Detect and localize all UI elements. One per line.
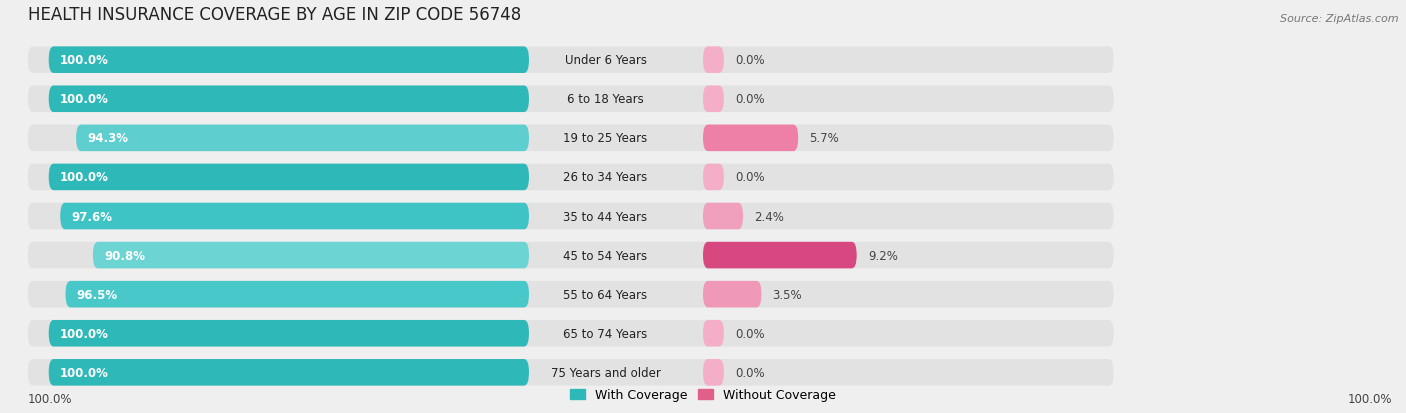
Text: 19 to 25 Years: 19 to 25 Years — [564, 132, 648, 145]
FancyBboxPatch shape — [49, 320, 529, 347]
FancyBboxPatch shape — [703, 164, 724, 191]
Text: 96.5%: 96.5% — [77, 288, 118, 301]
FancyBboxPatch shape — [28, 320, 1114, 347]
Text: 0.0%: 0.0% — [735, 171, 765, 184]
FancyBboxPatch shape — [703, 86, 724, 113]
Legend: With Coverage, Without Coverage: With Coverage, Without Coverage — [571, 388, 835, 401]
Text: 100.0%: 100.0% — [60, 327, 108, 340]
Text: 55 to 64 Years: 55 to 64 Years — [564, 288, 648, 301]
Text: 0.0%: 0.0% — [735, 327, 765, 340]
Text: 3.5%: 3.5% — [773, 288, 803, 301]
FancyBboxPatch shape — [703, 359, 724, 386]
FancyBboxPatch shape — [703, 320, 724, 347]
Text: 90.8%: 90.8% — [104, 249, 145, 262]
Text: 94.3%: 94.3% — [87, 132, 128, 145]
Text: 0.0%: 0.0% — [735, 93, 765, 106]
Text: 100.0%: 100.0% — [60, 93, 108, 106]
Text: 100.0%: 100.0% — [60, 171, 108, 184]
Text: Under 6 Years: Under 6 Years — [565, 54, 647, 67]
Text: 2.4%: 2.4% — [754, 210, 785, 223]
Text: 65 to 74 Years: 65 to 74 Years — [564, 327, 648, 340]
Text: 100.0%: 100.0% — [60, 366, 108, 379]
FancyBboxPatch shape — [28, 164, 1114, 191]
Text: 100.0%: 100.0% — [60, 54, 108, 67]
Text: 100.0%: 100.0% — [28, 392, 72, 406]
FancyBboxPatch shape — [28, 242, 1114, 269]
FancyBboxPatch shape — [49, 86, 529, 113]
Text: Source: ZipAtlas.com: Source: ZipAtlas.com — [1281, 14, 1399, 24]
Text: 35 to 44 Years: 35 to 44 Years — [564, 210, 648, 223]
FancyBboxPatch shape — [703, 47, 724, 74]
Text: 0.0%: 0.0% — [735, 54, 765, 67]
Text: 5.7%: 5.7% — [810, 132, 839, 145]
FancyBboxPatch shape — [28, 47, 1114, 74]
Text: HEALTH INSURANCE COVERAGE BY AGE IN ZIP CODE 56748: HEALTH INSURANCE COVERAGE BY AGE IN ZIP … — [28, 5, 522, 24]
Text: 45 to 54 Years: 45 to 54 Years — [564, 249, 648, 262]
Text: 0.0%: 0.0% — [735, 366, 765, 379]
FancyBboxPatch shape — [28, 203, 1114, 230]
FancyBboxPatch shape — [703, 203, 744, 230]
FancyBboxPatch shape — [28, 359, 1114, 386]
Text: 9.2%: 9.2% — [868, 249, 897, 262]
FancyBboxPatch shape — [76, 125, 529, 152]
Text: 26 to 34 Years: 26 to 34 Years — [564, 171, 648, 184]
FancyBboxPatch shape — [28, 281, 1114, 308]
FancyBboxPatch shape — [703, 125, 799, 152]
FancyBboxPatch shape — [28, 125, 1114, 152]
Text: 6 to 18 Years: 6 to 18 Years — [567, 93, 644, 106]
FancyBboxPatch shape — [703, 242, 856, 269]
FancyBboxPatch shape — [66, 281, 529, 308]
Text: 75 Years and older: 75 Years and older — [551, 366, 661, 379]
FancyBboxPatch shape — [703, 281, 762, 308]
Text: 97.6%: 97.6% — [72, 210, 112, 223]
Text: 100.0%: 100.0% — [1347, 392, 1392, 406]
FancyBboxPatch shape — [49, 359, 529, 386]
FancyBboxPatch shape — [60, 203, 529, 230]
FancyBboxPatch shape — [49, 164, 529, 191]
FancyBboxPatch shape — [93, 242, 529, 269]
FancyBboxPatch shape — [28, 86, 1114, 113]
FancyBboxPatch shape — [49, 47, 529, 74]
